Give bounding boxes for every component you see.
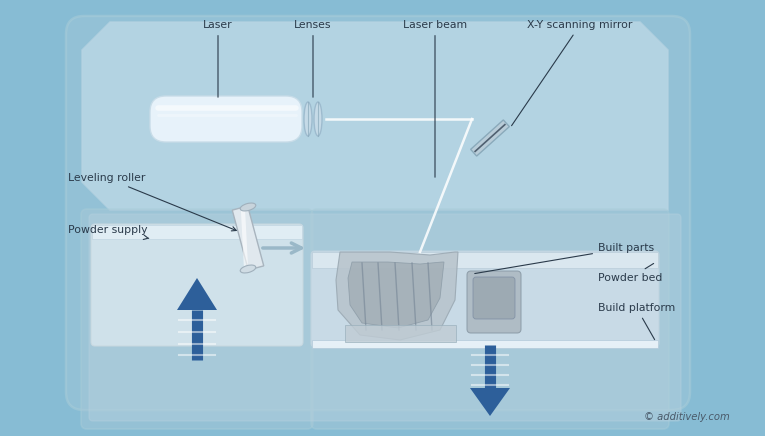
Polygon shape [470,388,510,416]
Text: Lenses: Lenses [295,20,332,97]
Ellipse shape [304,102,312,136]
Ellipse shape [314,102,322,136]
Ellipse shape [240,265,256,273]
Text: Leveling roller: Leveling roller [68,173,236,231]
FancyBboxPatch shape [81,209,313,429]
Polygon shape [233,206,264,270]
Ellipse shape [240,203,256,211]
Polygon shape [345,325,456,342]
Text: Laser beam: Laser beam [403,20,467,177]
Bar [312,252,658,268]
Bar [92,225,302,239]
Text: Powder bed: Powder bed [598,263,662,283]
FancyBboxPatch shape [311,251,659,347]
FancyBboxPatch shape [467,271,521,333]
Text: Build platform: Build platform [598,303,675,340]
Text: X-Y scanning mirror: X-Y scanning mirror [512,20,633,126]
Bar [312,340,658,348]
Text: Laser: Laser [203,20,233,97]
Text: Built parts: Built parts [475,243,654,273]
FancyBboxPatch shape [89,214,681,421]
FancyBboxPatch shape [311,209,669,429]
Text: Powder supply: Powder supply [68,225,148,239]
FancyBboxPatch shape [150,96,302,142]
FancyBboxPatch shape [91,224,303,346]
Polygon shape [177,278,217,310]
Text: © additively.com: © additively.com [644,412,730,422]
Polygon shape [82,22,668,210]
Polygon shape [336,252,458,340]
FancyBboxPatch shape [473,277,515,319]
FancyBboxPatch shape [66,16,690,410]
Polygon shape [470,120,509,156]
Polygon shape [348,262,444,328]
